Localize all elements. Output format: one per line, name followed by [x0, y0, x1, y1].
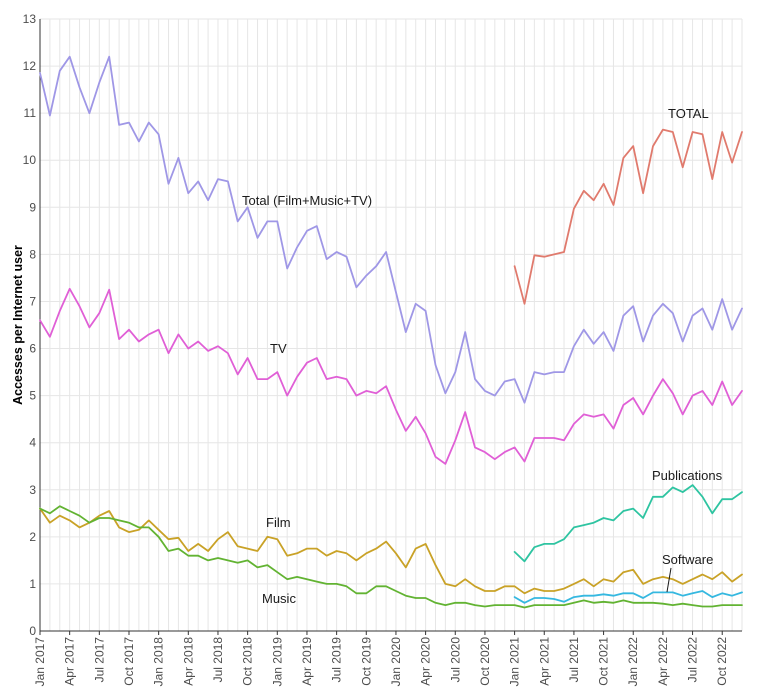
series-line-tv	[39, 287, 743, 465]
y-tick-label: 9	[29, 200, 36, 214]
x-tick-label: Jan 2019	[270, 637, 284, 687]
y-tick-label: 0	[29, 624, 36, 638]
y-tick-label: 11	[24, 106, 37, 120]
y-tick-label: 12	[23, 59, 37, 73]
series-line-software	[513, 590, 743, 604]
x-tick-label: Jul 2017	[92, 637, 106, 683]
annotation-layer: TOTAL Total (Film+Music+TV) TV Publications…	[242, 106, 723, 606]
y-tick-label: 10	[23, 153, 37, 167]
x-tick-label: Jul 2019	[330, 637, 344, 683]
y-axis-title: Accesses per Internet user	[11, 245, 25, 405]
y-tick-label: 7	[29, 294, 36, 308]
series-line-music	[39, 505, 743, 609]
x-tick-label: Jan 2021	[508, 637, 522, 687]
y-tick-label: 5	[29, 389, 36, 403]
series-line-publications	[513, 484, 743, 563]
y-tick-label: 2	[29, 530, 36, 544]
x-tick-label: Jul 2018	[211, 637, 225, 683]
x-tick-label: Apr 2017	[63, 637, 77, 686]
y-tick-label: 6	[29, 342, 36, 356]
y-tick-label: 8	[29, 247, 36, 261]
annotation-label: Software	[662, 552, 713, 567]
y-tick-label: 4	[29, 436, 36, 450]
x-tick-label: Apr 2022	[656, 637, 670, 686]
x-tick-label: Jan 2018	[152, 637, 166, 687]
annotation-label: TV	[270, 341, 287, 356]
series-line-total	[513, 128, 743, 305]
x-tick-label: Oct 2018	[241, 637, 255, 686]
x-tick-label: Oct 2021	[597, 637, 611, 686]
x-tick-label: Jan 2017	[33, 637, 47, 687]
x-tick-label: Jul 2020	[448, 637, 462, 683]
x-tick-label: Jul 2022	[686, 637, 700, 683]
annotation-label: Film	[266, 515, 291, 530]
x-tick-label: Apr 2019	[300, 637, 314, 686]
grid-layer	[39, 18, 743, 632]
series-line-total-film-music-tv	[39, 55, 743, 404]
x-tick-label: Jan 2022	[626, 637, 640, 687]
x-tick-label: Apr 2020	[419, 637, 433, 686]
software-leader-line	[666, 567, 672, 593]
series-layer	[39, 55, 743, 609]
annotation-label: Publications	[652, 468, 723, 483]
y-tick-label: 3	[29, 483, 36, 497]
series-line-film	[39, 507, 743, 595]
x-tick-label: Oct 2017	[122, 637, 136, 686]
x-tick-label: Oct 2022	[715, 637, 729, 686]
x-tick-label: Oct 2019	[359, 637, 373, 686]
annotation-label: Total (Film+Music+TV)	[242, 193, 372, 208]
x-tick-label: Apr 2021	[537, 637, 551, 686]
annotation-label: TOTAL	[668, 106, 709, 121]
x-tick-label: Apr 2018	[181, 637, 195, 686]
y-tick-label: 1	[29, 577, 36, 591]
annotation-label: Music	[262, 591, 296, 606]
x-tick-label: Jul 2021	[567, 637, 581, 683]
x-tick-label: Jan 2020	[389, 637, 403, 687]
x-tick-label: Oct 2020	[478, 637, 492, 686]
y-tick-label: 13	[23, 12, 37, 26]
